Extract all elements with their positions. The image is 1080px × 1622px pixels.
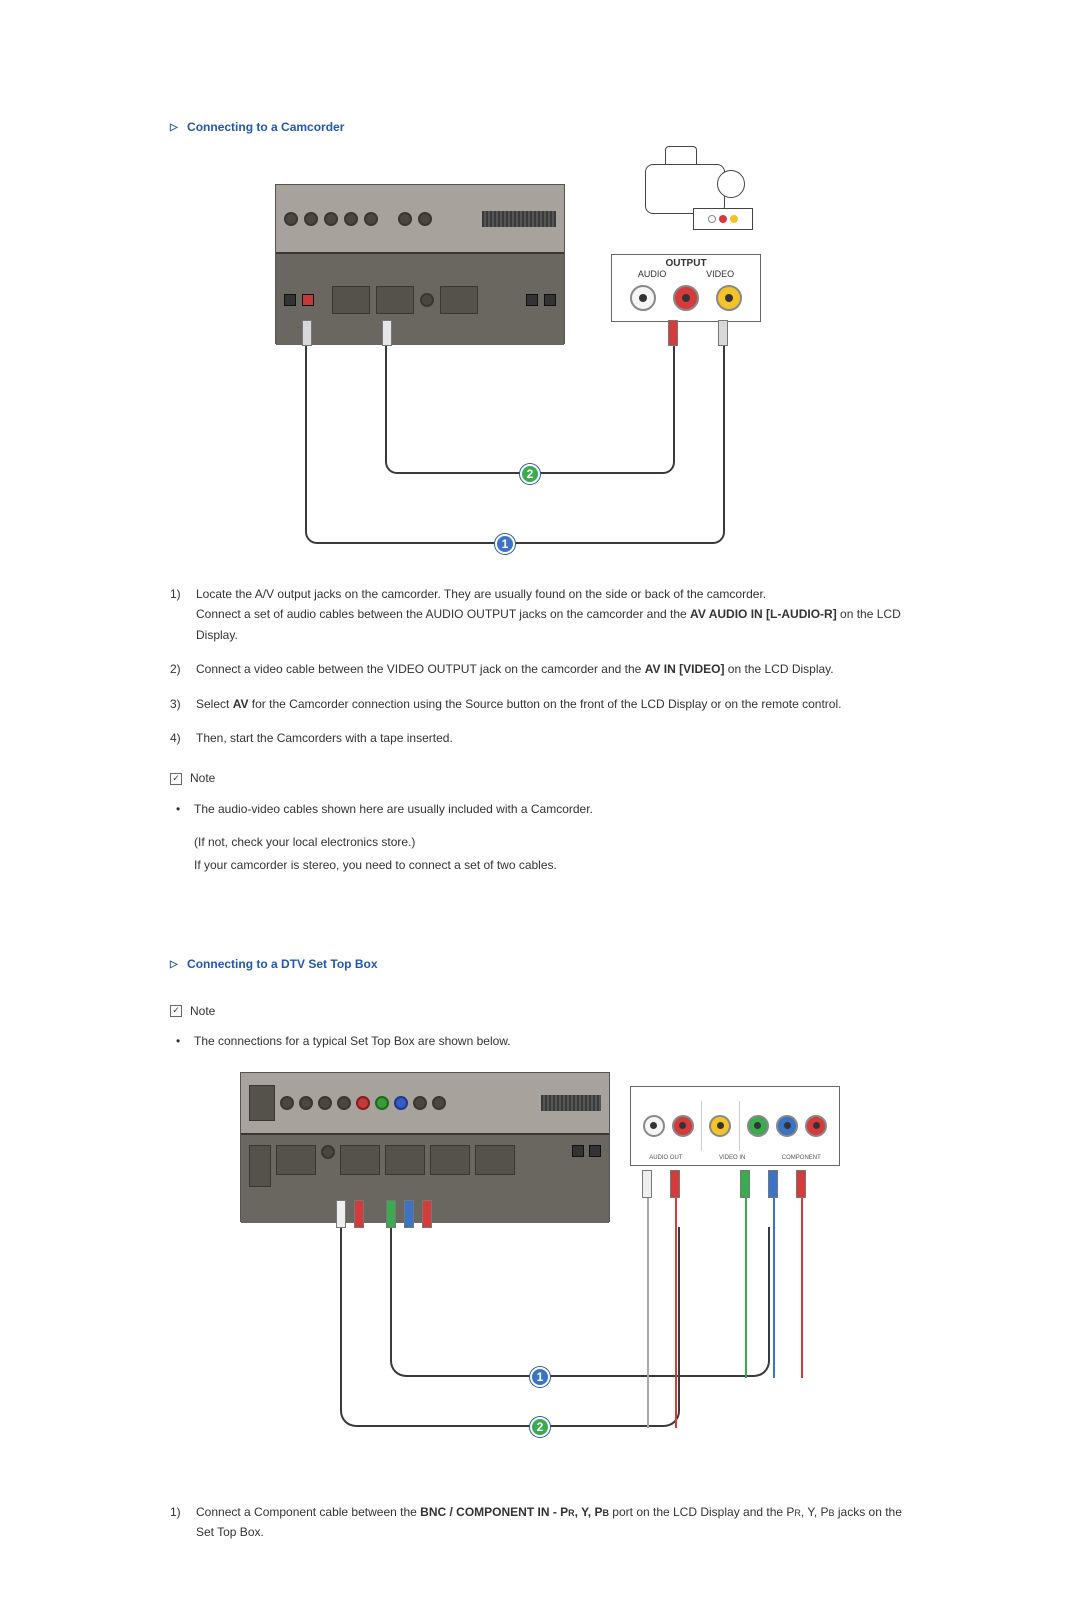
step-row: 4)Then, start the Camcorders with a tape… xyxy=(170,728,910,748)
wire xyxy=(773,1198,775,1378)
audio-cable xyxy=(385,344,675,474)
wire xyxy=(647,1198,649,1428)
plug-icon xyxy=(670,1170,680,1198)
step-body: Connect a video cable between the VIDEO … xyxy=(196,659,910,679)
step-row: 1)Locate the A/V output jacks on the cam… xyxy=(170,584,910,645)
section-heading-camcorder: ▷ Connecting to a Camcorder xyxy=(170,120,910,134)
camcorder-output-ports xyxy=(693,208,753,230)
badge-1: 1 xyxy=(530,1367,550,1387)
check-icon: ✓ xyxy=(170,1005,182,1017)
note-bullet-text: The audio-video cables shown here are us… xyxy=(194,799,593,819)
camcorder-diagram: OUTPUT AUDIO VIDEO 1 2 xyxy=(170,164,910,544)
plug-icon xyxy=(796,1170,806,1198)
badge-2: 2 xyxy=(530,1417,550,1437)
check-icon: ✓ xyxy=(170,773,182,785)
note-extra-1: (If not, check your local electronics st… xyxy=(194,831,910,854)
output-header: OUTPUT xyxy=(612,255,760,269)
note-extra-2: If your camcorder is stereo, you need to… xyxy=(194,854,910,877)
video-jack xyxy=(716,285,742,311)
stb-label-audio: AUDIO OUT xyxy=(649,1155,682,1161)
step-row: 3)Select AV for the Camcorder connection… xyxy=(170,694,910,714)
badge-2: 2 xyxy=(520,464,540,484)
stb-video xyxy=(709,1115,731,1137)
page: ▷ Connecting to a Camcorder xyxy=(170,0,910,1622)
badge-1: 1 xyxy=(495,534,515,554)
stb-label-component: COMPONENT xyxy=(782,1155,821,1161)
audio-left-jack xyxy=(630,285,656,311)
output-breakout-box: OUTPUT AUDIO VIDEO xyxy=(611,254,761,322)
stb-audio-l xyxy=(643,1115,665,1137)
wire xyxy=(675,1198,677,1428)
step-row: 2)Connect a video cable between the VIDE… xyxy=(170,659,910,679)
note-bullet-text: The connections for a typical Set Top Bo… xyxy=(194,1031,511,1051)
step-body: Then, start the Camcorders with a tape i… xyxy=(196,728,910,748)
bullet-icon: • xyxy=(176,799,194,819)
plug-icon xyxy=(354,1200,364,1228)
stb-audio-r xyxy=(672,1115,694,1137)
plug-icon xyxy=(404,1200,414,1228)
stb-y xyxy=(747,1115,769,1137)
stb-label-video: VIDEO IN xyxy=(719,1155,745,1161)
plug-icon xyxy=(642,1170,652,1198)
dtv-steps: 1)Connect a Component cable between the … xyxy=(170,1502,910,1543)
plug-icon xyxy=(740,1170,750,1198)
note-label-text: Note xyxy=(190,1001,215,1021)
dtv-note: ✓ Note • The connections for a typical S… xyxy=(170,1001,910,1052)
plug-icon xyxy=(386,1200,396,1228)
step-body: Select AV for the Camcorder connection u… xyxy=(196,694,910,714)
section-title: Connecting to a Camcorder xyxy=(187,120,344,134)
bullet-icon: • xyxy=(176,1031,194,1051)
stb-pb xyxy=(776,1115,798,1137)
wire xyxy=(801,1198,803,1378)
chevron-icon: ▷ xyxy=(170,959,178,970)
camcorder-note: ✓ Note • The audio-video cables shown he… xyxy=(170,768,910,876)
step-number: 2) xyxy=(170,659,196,679)
set-top-box: AUDIO OUT VIDEO IN COMPONENT xyxy=(630,1086,840,1166)
plug-icon xyxy=(768,1170,778,1198)
section-heading-dtv: ▷ Connecting to a DTV Set Top Box xyxy=(170,957,910,971)
step-number: 3) xyxy=(170,694,196,714)
step-row: 1)Connect a Component cable between the … xyxy=(170,1502,910,1543)
plug-icon xyxy=(336,1200,346,1228)
lcd-rear-panel xyxy=(275,184,565,344)
output-video-label: VIDEO xyxy=(706,269,734,279)
stb-pr xyxy=(805,1115,827,1137)
step-number: 1) xyxy=(170,584,196,645)
section-title: Connecting to a DTV Set Top Box xyxy=(187,957,377,971)
output-audio-label: AUDIO xyxy=(638,269,667,279)
plug-icon xyxy=(422,1200,432,1228)
audio-right-jack xyxy=(673,285,699,311)
step-number: 4) xyxy=(170,728,196,748)
step-body: Locate the A/V output jacks on the camco… xyxy=(196,584,910,645)
dtv-diagram: AUDIO OUT VIDEO IN COMPONENT xyxy=(170,1072,910,1462)
note-label-text: Note xyxy=(190,768,215,788)
step-body: Connect a Component cable between the BN… xyxy=(196,1502,910,1543)
step-number: 1) xyxy=(170,1502,196,1543)
camcorder-steps: 1)Locate the A/V output jacks on the cam… xyxy=(170,584,910,748)
wire xyxy=(745,1198,747,1378)
chevron-icon: ▷ xyxy=(170,122,178,133)
audio-cable xyxy=(340,1227,680,1427)
